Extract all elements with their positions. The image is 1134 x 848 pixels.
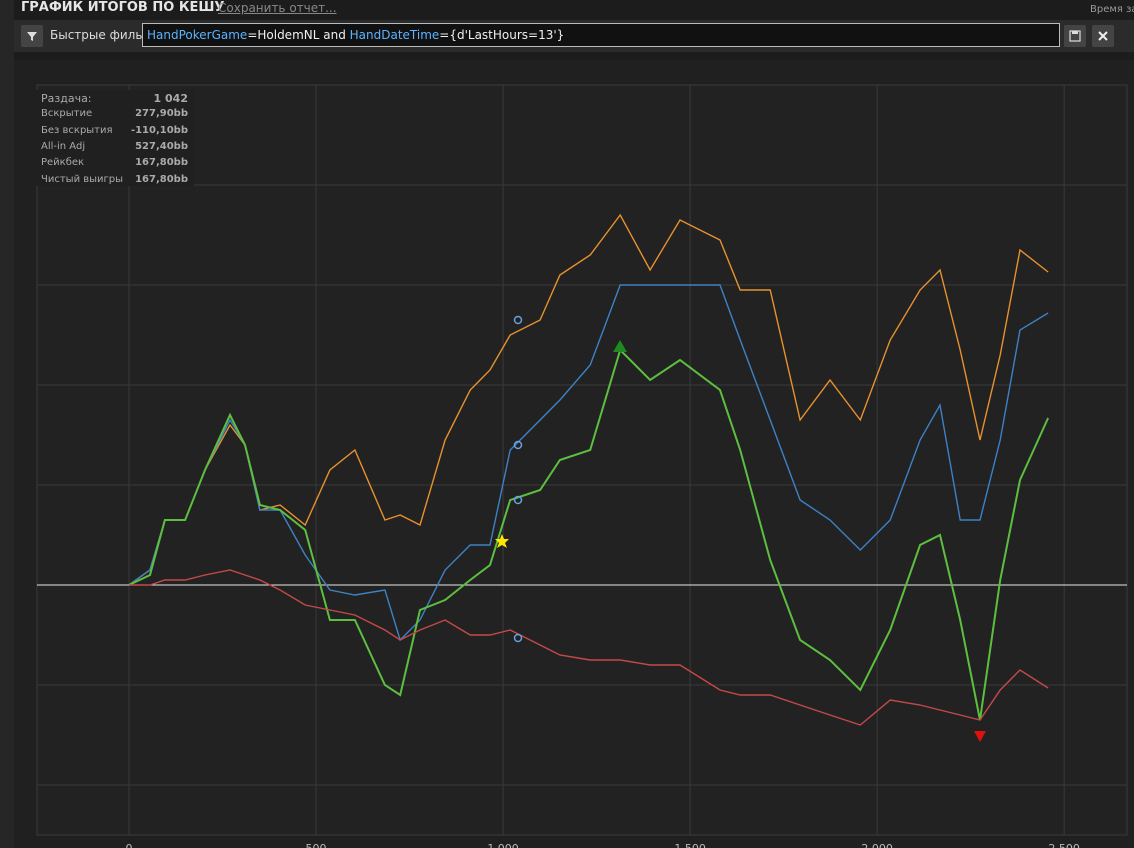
series-line [129, 569, 1049, 726]
stat-value: 167,80bb [135, 157, 188, 169]
x-tick-label: 0 [126, 842, 133, 848]
marker [513, 633, 523, 643]
stat-label: Вскрытие [41, 108, 93, 120]
marker [513, 315, 523, 325]
stat-value: 167,80bb [135, 173, 188, 185]
stat-value: -110,10bb [130, 124, 188, 136]
stat-label: Рейкбек [41, 157, 85, 169]
query-token: HandPokerGame [147, 28, 248, 42]
x-tick-label: 2 000 [861, 842, 893, 848]
save-link[interactable]: Сохранить отчет... [218, 1, 337, 15]
stat-label: Без вскрытия [41, 124, 113, 136]
stat-label: Чистый выигры [41, 173, 123, 185]
stat-label: All-in Adj [41, 140, 86, 152]
x-tick-label: 1 500 [674, 842, 706, 848]
title: ГРАФИК ИТОГОВ ПО КЕШУ [21, 0, 225, 15]
close-icon [1098, 31, 1108, 41]
stat-value: 277,90bb [135, 108, 188, 120]
close-button[interactable] [1092, 25, 1114, 47]
filter-input[interactable]: HandPokerGame=HoldemNL and HandDateTime=… [142, 23, 1060, 47]
stats-panel: Раздача: 1 042 Вскрытие 277,90bb Без вскрыти… [36, 90, 194, 186]
stat-label: Раздача: [41, 92, 92, 105]
query-time: Время запро [1090, 4, 1134, 15]
save-icon [1069, 30, 1081, 42]
series-line [128, 348, 1050, 721]
query-token: ={d'LastHours=13'} [439, 28, 565, 42]
filter-bar: Быстрые фильт HandPokerGame=HoldemNL and… [14, 20, 1134, 52]
marker [513, 495, 523, 505]
marker [513, 440, 523, 450]
x-tick-label: 500 [306, 842, 327, 848]
sidebar [0, 0, 14, 848]
x-tick-label: 1 000 [487, 842, 519, 848]
min-marker [974, 731, 986, 742]
save-button[interactable] [1064, 25, 1086, 47]
star-marker [495, 534, 509, 548]
filter-button[interactable] [21, 25, 43, 47]
filter-icon [27, 32, 37, 41]
filter-label: Быстрые фильт [50, 28, 142, 42]
max-marker [613, 340, 627, 352]
top-bar: ГРАФИК ИТОГОВ ПО КЕШУ Сохранить отчет...… [14, 0, 1134, 20]
query-token: =HoldemNL and [247, 28, 350, 42]
stat-value: 1 042 [153, 92, 188, 105]
plot-area [36, 84, 1128, 836]
stat-value: 527,40bb [135, 140, 188, 152]
query-token: HandDateTime [349, 28, 440, 42]
x-tick-label: 2 500 [1048, 842, 1080, 848]
